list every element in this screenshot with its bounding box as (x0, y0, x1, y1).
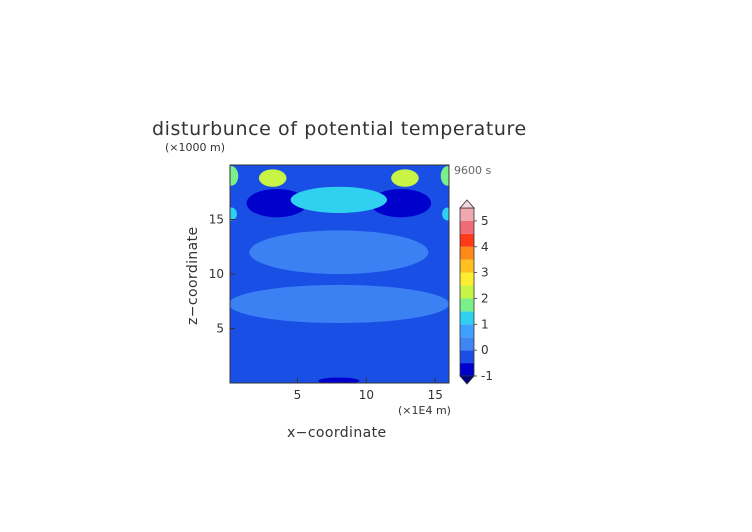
x-axis-label: x−coordinate (287, 425, 387, 441)
field-blob-3 (370, 188, 432, 218)
colorbar-segment (460, 220, 474, 234)
field-blob-8 (440, 166, 449, 186)
time-label: 9600 s (454, 164, 491, 177)
x-axis-unit: (×1E4 m) (398, 404, 451, 417)
colorbar-tick-label: 3 (481, 266, 489, 280)
colorbar-tick-label: 4 (481, 240, 489, 254)
field-band-1 (249, 230, 429, 274)
x-tick-label: 10 (359, 388, 374, 402)
colorbar-segment (460, 350, 474, 364)
field-blob-9 (230, 207, 237, 221)
y-tick-label: 15 (209, 213, 224, 227)
colorbar-extend-bottom (459, 375, 475, 385)
field-blob-10 (442, 207, 449, 221)
y-tick-label: 5 (216, 322, 224, 336)
colorbar-segment (460, 324, 474, 338)
y-axis-ticks: 5 10 15 (209, 213, 235, 336)
field-blob-5 (258, 169, 287, 187)
colorbar-segment (460, 298, 474, 312)
field-blob-11 (318, 377, 360, 383)
field-blob-4 (290, 186, 388, 213)
colorbar-segment (460, 285, 474, 299)
colorbar-segment (460, 363, 474, 376)
colorbar-tick-label: 2 (481, 291, 489, 305)
plot-area (229, 164, 450, 384)
field-blob-2 (246, 188, 308, 218)
colorbar-segment (460, 233, 474, 247)
colorbar-segment (460, 311, 474, 325)
x-tick-label: 15 (428, 388, 443, 402)
colorbar-segment (460, 259, 474, 273)
x-axis-ticks: 5 10 15 (294, 378, 443, 402)
x-tick-label: 5 (294, 388, 302, 402)
colorbar-tick-label: 0 (481, 343, 489, 357)
colorbar: -1 0 1 2 3 4 5 (459, 199, 493, 385)
field-band-0 (230, 284, 449, 324)
y-axis-label: z−coordinate (185, 226, 201, 325)
field-blob-6 (391, 169, 419, 187)
colorbar-extend-top (459, 199, 475, 209)
chart-title: disturbunce of potential temperature (152, 118, 527, 140)
colorbar-tick-label: -1 (481, 369, 493, 383)
y-axis-unit: (×1000 m) (165, 141, 225, 154)
colorbar-tick-label: 1 (481, 317, 489, 331)
colorbar-segment (460, 337, 474, 351)
y-tick-label: 10 (209, 267, 224, 281)
colorbar-segment (460, 246, 474, 260)
colorbar-segment (460, 272, 474, 286)
field-blob-7 (230, 166, 239, 186)
contour-field (230, 165, 449, 383)
colorbar-tick-label: 5 (481, 214, 489, 228)
colorbar-segment (460, 208, 474, 221)
